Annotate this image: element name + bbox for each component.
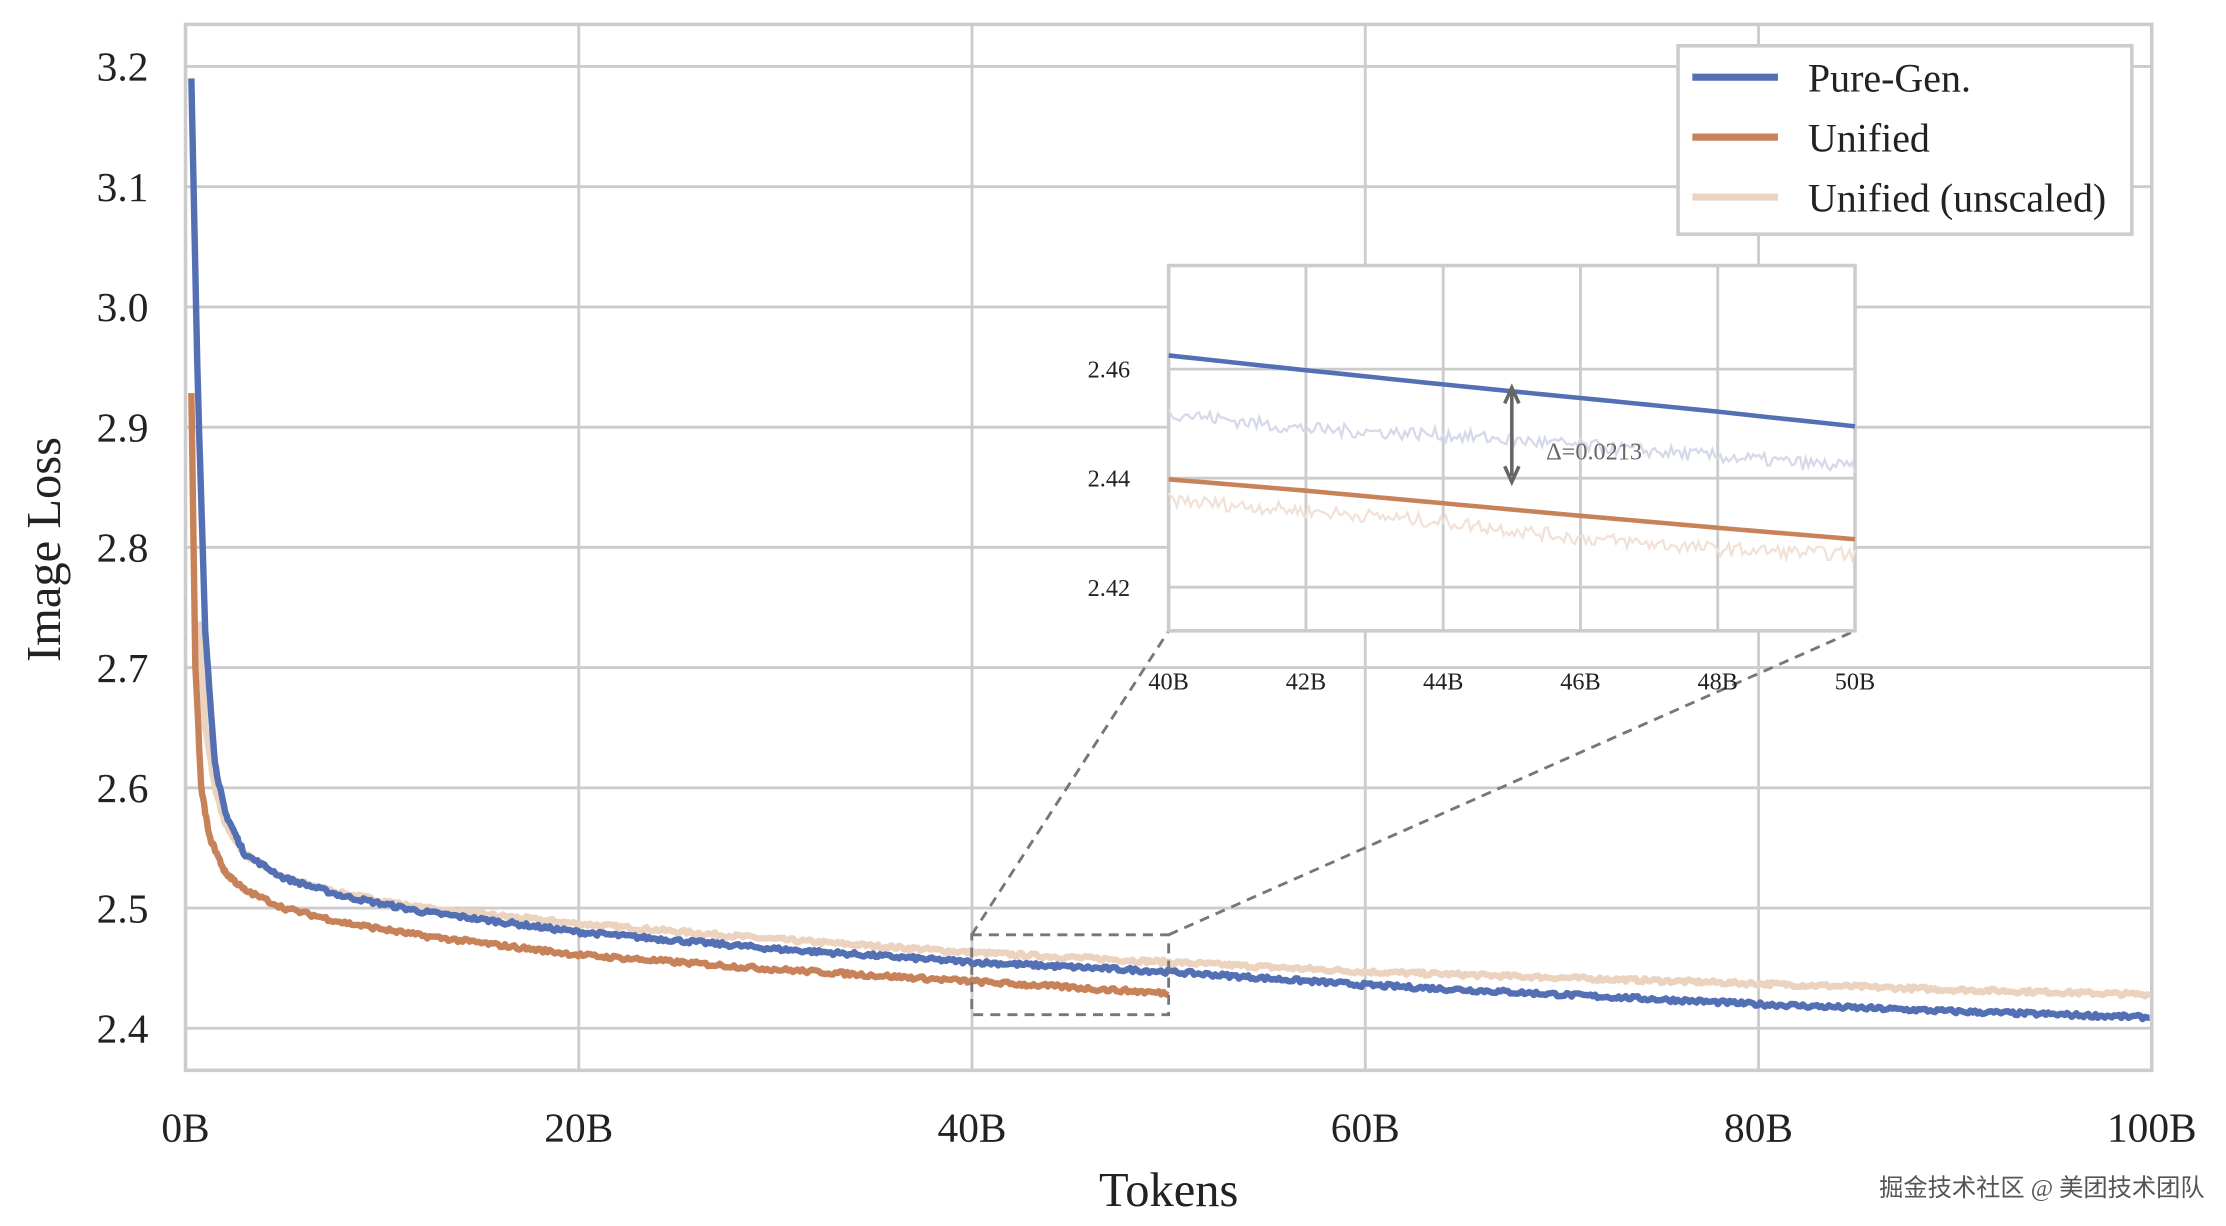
tick-labels: 0B 20B 40B 60B 80B 100B 2.4 2.5 2.6 2.7 2.8 2.9 3.0 3… [97, 44, 2197, 1151]
legend-label: Unified [1808, 115, 1930, 160]
x-tick-label: 80B [1724, 1105, 1793, 1151]
inset-series-unified-raw- [1167, 492, 1857, 565]
legend-label: Pure-Gen. [1808, 55, 1971, 100]
inset-x-tick-label: 44B [1423, 668, 1463, 695]
y-tick-label: 2.7 [97, 645, 149, 691]
x-tick-label: 100B [2107, 1105, 2197, 1151]
series-line-unified [188, 393, 1170, 999]
zoom-connector-right [1168, 629, 1856, 937]
inset-chart: 40B 42B 44B 46B 48B 50B 2.42 2.44 2.46 Δ=0.0213 [1088, 263, 1875, 695]
y-tick-label: 2.8 [97, 525, 149, 571]
inset-x-tick-label: 48B [1698, 668, 1738, 695]
watermark: 掘金技术社区 @ 美团技术团队 [1879, 1175, 2204, 1202]
x-tick-label: 20B [544, 1105, 613, 1151]
delta-annotation: Δ=0.0213 [1546, 439, 1642, 466]
series-line-pure-gen- [188, 78, 2151, 1023]
x-tick-label: 40B [938, 1105, 1007, 1151]
y-tick-label: 3.1 [97, 164, 149, 210]
zoom-region-box [970, 933, 1171, 1017]
y-tick-label: 2.5 [97, 885, 149, 931]
series-line-unified-unscaled- [195, 621, 2152, 1000]
y-tick-label: 2.6 [97, 765, 149, 811]
x-tick-label: 0B [161, 1105, 209, 1151]
zoom-connector-left [970, 630, 1170, 936]
x-tick-label: 60B [1331, 1105, 1400, 1151]
delta-arrow-head-down [1503, 465, 1521, 487]
y-axis-label: Image Loss [18, 437, 71, 662]
y-tick-label: 3.2 [97, 44, 149, 90]
inset-x-tick-label: 42B [1286, 668, 1326, 695]
inset-series-unified-smoothed- [1168, 477, 1856, 542]
y-tick-label: 2.4 [97, 1006, 149, 1052]
x-axis-label: Tokens [1099, 1164, 1238, 1217]
inset-y-tick-label: 2.46 [1088, 357, 1130, 384]
legend-label: Unified (unscaled) [1808, 175, 2106, 220]
inset-x-tick-label: 50B [1835, 668, 1875, 695]
delta-arrow-head-up [1503, 383, 1521, 405]
y-tick-label: 3.0 [97, 284, 149, 330]
main-series [188, 78, 2152, 1023]
inset-y-tick-label: 2.42 [1088, 575, 1130, 602]
inset-y-tick-label: 2.44 [1088, 466, 1130, 493]
inset-x-tick-label: 40B [1148, 668, 1188, 695]
y-tick-label: 2.9 [97, 404, 149, 450]
inset-x-tick-label: 46B [1560, 668, 1600, 695]
legend: Pure-Gen. Unified Unified (unscaled) [1676, 44, 2134, 236]
